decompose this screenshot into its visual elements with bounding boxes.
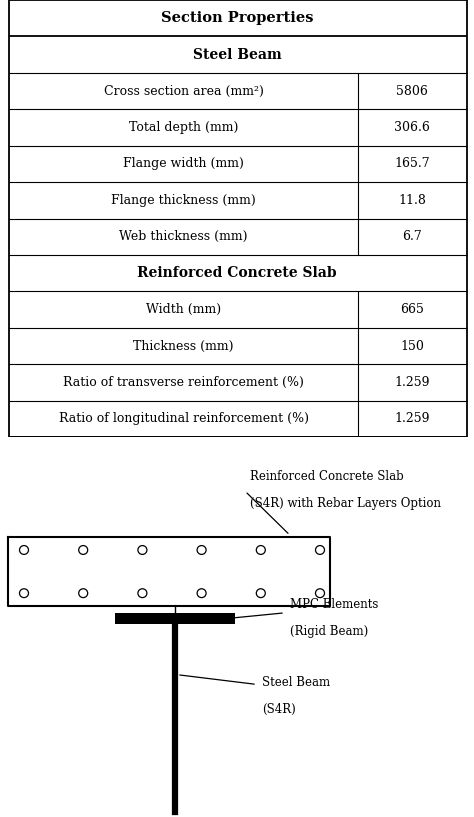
- Text: 665: 665: [401, 303, 424, 316]
- Text: 165.7: 165.7: [394, 158, 430, 171]
- Text: Reinforced Concrete Slab: Reinforced Concrete Slab: [137, 266, 337, 280]
- Text: Web thickness (mm): Web thickness (mm): [119, 230, 248, 243]
- Text: (Rigid Beam): (Rigid Beam): [290, 624, 368, 637]
- Text: Steel Beam: Steel Beam: [192, 47, 282, 61]
- Text: 1.259: 1.259: [395, 376, 430, 389]
- Text: 1.259: 1.259: [395, 413, 430, 426]
- Text: Section Properties: Section Properties: [161, 11, 313, 25]
- Text: 11.8: 11.8: [399, 194, 426, 207]
- Text: MPC Elements: MPC Elements: [290, 598, 378, 611]
- Text: Thickness (mm): Thickness (mm): [133, 340, 234, 352]
- Text: Ratio of longitudinal reinforcement (%): Ratio of longitudinal reinforcement (%): [59, 413, 309, 426]
- Text: Flange thickness (mm): Flange thickness (mm): [111, 194, 256, 207]
- Text: 150: 150: [401, 340, 424, 352]
- Text: Total depth (mm): Total depth (mm): [129, 121, 238, 134]
- Text: (S4R) with Rebar Layers Option: (S4R) with Rebar Layers Option: [250, 497, 441, 510]
- Text: Cross section area (mm²): Cross section area (mm²): [104, 85, 264, 97]
- Text: 5806: 5806: [396, 85, 428, 97]
- Text: 6.7: 6.7: [402, 230, 422, 243]
- Text: (S4R): (S4R): [262, 703, 296, 717]
- Text: Reinforced Concrete Slab: Reinforced Concrete Slab: [250, 471, 404, 483]
- Text: Flange width (mm): Flange width (mm): [123, 158, 244, 171]
- Bar: [115, 613, 235, 623]
- Text: Width (mm): Width (mm): [146, 303, 221, 316]
- Text: Ratio of transverse reinforcement (%): Ratio of transverse reinforcement (%): [63, 376, 304, 389]
- Text: 306.6: 306.6: [394, 121, 430, 134]
- Text: Steel Beam: Steel Beam: [262, 676, 330, 690]
